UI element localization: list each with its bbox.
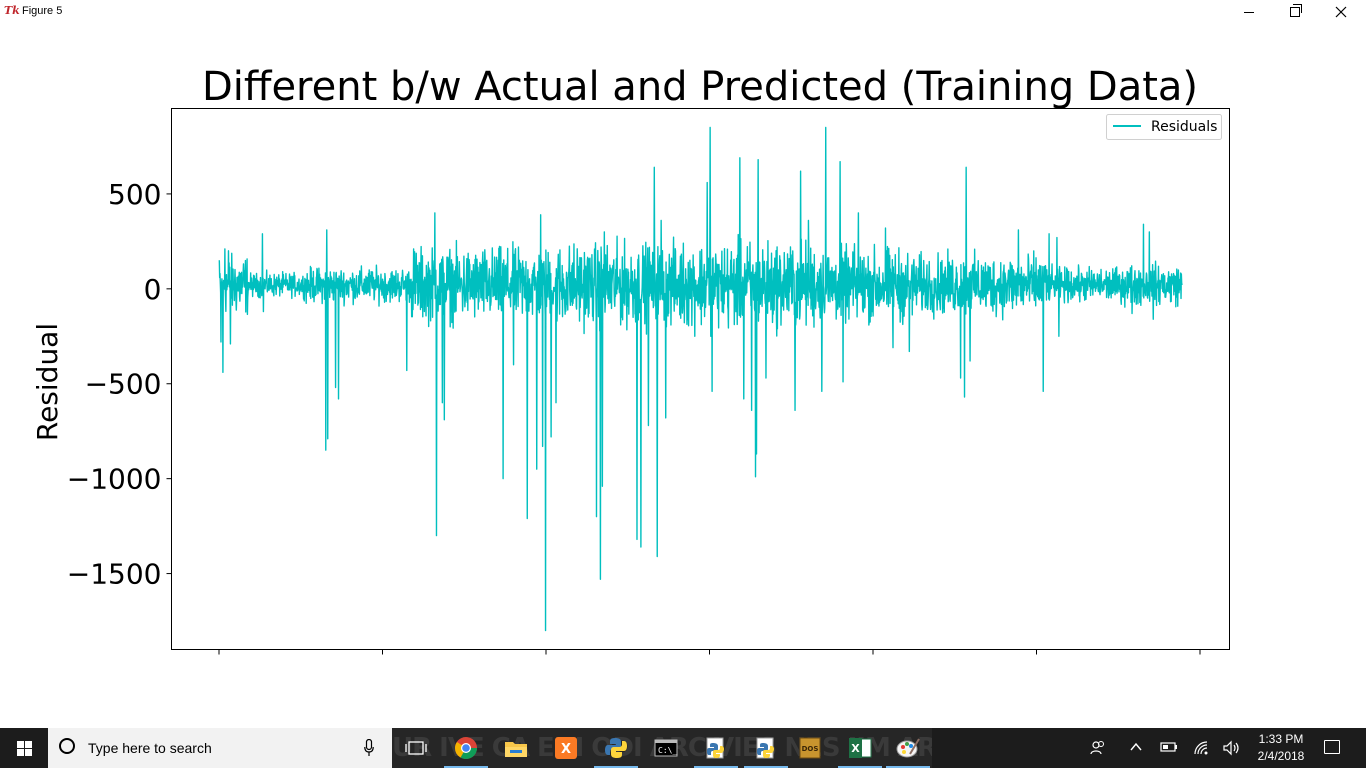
- wifi-icon[interactable]: [1193, 740, 1209, 756]
- windows-logo-icon: [16, 740, 32, 756]
- close-button[interactable]: [1318, 0, 1364, 24]
- chart-title: Different b/w Actual and Predicted (Trai…: [202, 64, 1198, 110]
- microphone-icon[interactable]: [364, 739, 374, 757]
- python-idle-icon[interactable]: [744, 734, 788, 768]
- y-tick-label: 0: [144, 273, 162, 306]
- chevron-up-icon[interactable]: [1129, 740, 1143, 754]
- file-explorer-icon[interactable]: [502, 734, 530, 762]
- chrome-icon[interactable]: [444, 734, 488, 768]
- battery-icon[interactable]: [1160, 740, 1178, 754]
- close-icon: [1335, 6, 1347, 18]
- clock-time[interactable]: 1:33 PM: [1258, 732, 1304, 746]
- taskbar: Type here to search UR IVE CA ENI ODI AR…: [0, 728, 1366, 768]
- paint-icon[interactable]: [886, 734, 930, 768]
- people-icon[interactable]: [1090, 740, 1106, 756]
- command-prompt-icon[interactable]: C:\_: [652, 734, 680, 762]
- figure-canvas: Different b/w Actual and Predicted (Trai…: [31, 64, 1230, 655]
- cortana-icon: [59, 738, 75, 754]
- legend: Residuals: [1106, 114, 1222, 140]
- y-tick-label: −1500: [67, 558, 162, 591]
- tk-feather-icon: Tk: [4, 4, 20, 17]
- series-line-residuals: [218, 126, 1183, 632]
- taskbar-search-box[interactable]: Type here to search: [48, 728, 392, 768]
- legend-box: [1106, 114, 1222, 140]
- start-button[interactable]: [0, 728, 48, 768]
- clock-date[interactable]: 2/4/2018: [1257, 749, 1305, 763]
- xampp-icon[interactable]: X: [552, 734, 580, 762]
- python-launcher-icon[interactable]: [694, 734, 738, 768]
- y-axis: 500 0 −500 −1000 −1500: [67, 178, 172, 591]
- plot-frame: [171, 108, 1230, 650]
- y-tick-label: −500: [85, 368, 162, 401]
- plot-area: [218, 126, 1183, 632]
- y-tick-label: −1000: [67, 463, 162, 496]
- dosbox-icon[interactable]: DOS: [796, 734, 824, 762]
- taskbar-apps: UR IVE CA ENI ODI ARC VIES NES IIM ARK V…: [392, 728, 932, 768]
- legend-label-residuals: Residuals: [1151, 119, 1217, 135]
- minimize-button[interactable]: [1226, 0, 1272, 24]
- volume-icon[interactable]: [1222, 740, 1242, 756]
- action-center-icon[interactable]: [1324, 740, 1340, 754]
- y-axis-label: Residual: [31, 323, 64, 441]
- search-placeholder: Type here to search: [88, 740, 212, 756]
- svg-text:C:\_: C:\_: [658, 746, 677, 755]
- task-view-icon[interactable]: [402, 734, 430, 762]
- restore-button[interactable]: [1272, 0, 1318, 24]
- restore-icon: [1290, 4, 1302, 17]
- svg-text:X: X: [561, 742, 571, 757]
- y-tick-label: 500: [108, 178, 161, 211]
- x-axis: [218, 649, 1201, 655]
- window-title: Figure 5: [22, 5, 63, 17]
- minimize-icon: [1244, 11, 1254, 13]
- python-icon[interactable]: [594, 734, 638, 768]
- excel-icon[interactable]: X: [838, 734, 882, 768]
- window-titlebar: Tk Figure 5: [0, 0, 1366, 24]
- svg-text:X: X: [851, 742, 860, 755]
- svg-text:DOS: DOS: [802, 745, 819, 753]
